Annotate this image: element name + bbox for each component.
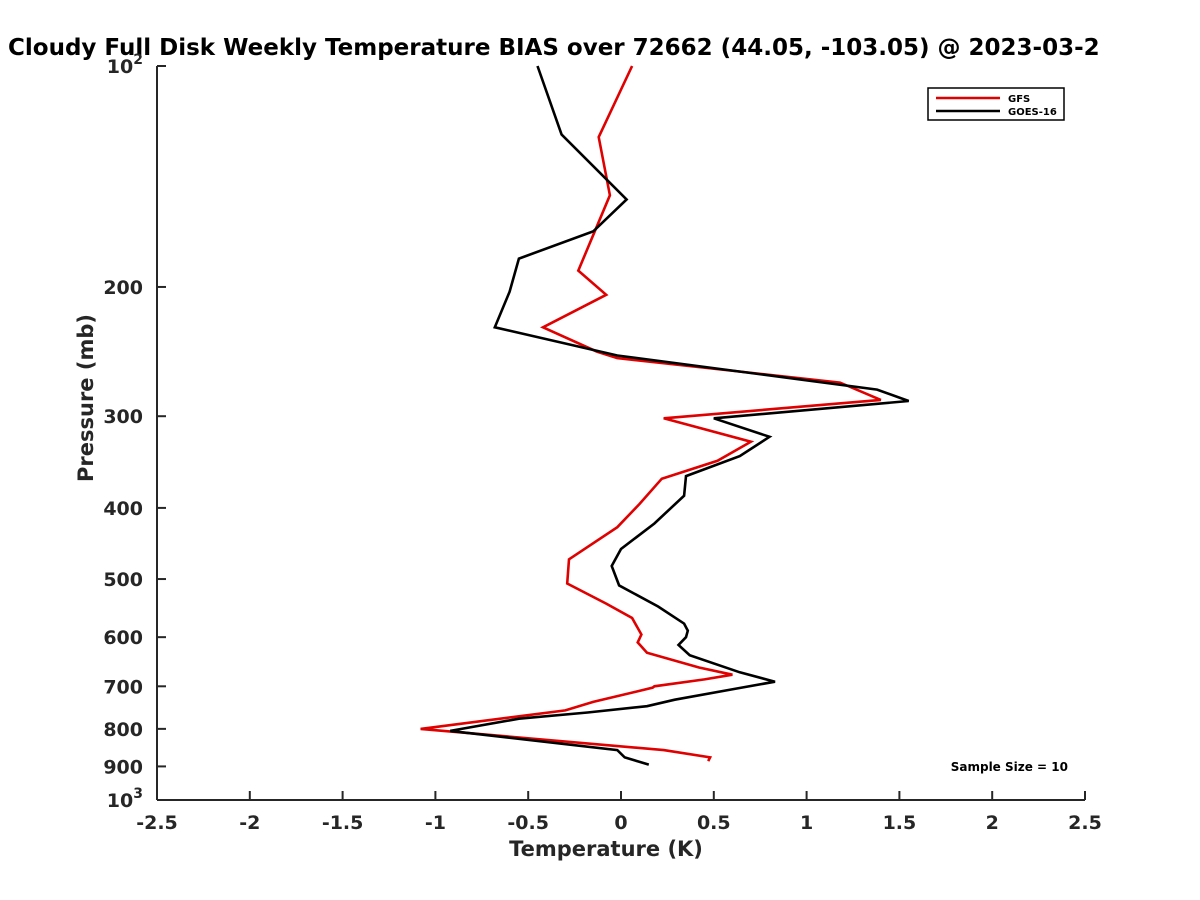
series-line-goes-16: [449, 65, 910, 766]
y-tick-label: 700: [103, 676, 143, 698]
y-axis-label: Pressure (mb): [74, 314, 98, 482]
y-tick-label: 200: [103, 277, 143, 299]
y-axis-ticks: 102 200 300 400 500 600 700 800 900 103: [103, 52, 166, 812]
plot-area: [420, 65, 910, 766]
x-tick-label: 0.5: [697, 812, 731, 834]
y-tick-label: 300: [103, 406, 143, 428]
x-tick-label: 2: [986, 812, 999, 834]
sample-size-annotation: Sample Size = 10: [951, 760, 1068, 774]
x-tick-label: 2.5: [1068, 812, 1102, 834]
x-tick-label: -2.5: [136, 812, 178, 834]
x-tick-label: 0: [614, 812, 627, 834]
legend-label: GOES-16: [1008, 107, 1057, 118]
x-tick-label: -0.5: [507, 812, 549, 834]
x-tick-label: 1.5: [883, 812, 917, 834]
series-line-gfs: [420, 65, 882, 762]
x-axis-label: Temperature (K): [509, 837, 703, 861]
x-tick-label: 1: [800, 812, 813, 834]
y-tick-label: 400: [103, 498, 143, 520]
legend: GFS GOES-16: [927, 87, 1065, 121]
y-tick-label: 102: [107, 52, 143, 78]
chart-title: Cloudy Full Disk Weekly Temperature BIAS…: [8, 35, 1100, 61]
y-tick-label: 103: [107, 786, 143, 812]
x-tick-label: -1.5: [322, 812, 364, 834]
y-tick-label: 800: [103, 719, 143, 741]
x-tick-label: -1: [425, 812, 446, 834]
x-axis-ticks: -2.5 -2 -1.5 -1 -0.5 0 0.5 1 1.5 2 2.5: [136, 791, 1102, 834]
y-tick-label: 500: [103, 569, 143, 591]
legend-box: [927, 87, 1065, 121]
y-tick-label: 900: [103, 756, 143, 778]
x-tick-label: -2: [239, 812, 260, 834]
legend-label: GFS: [1008, 94, 1030, 105]
y-tick-label: 600: [103, 627, 143, 649]
